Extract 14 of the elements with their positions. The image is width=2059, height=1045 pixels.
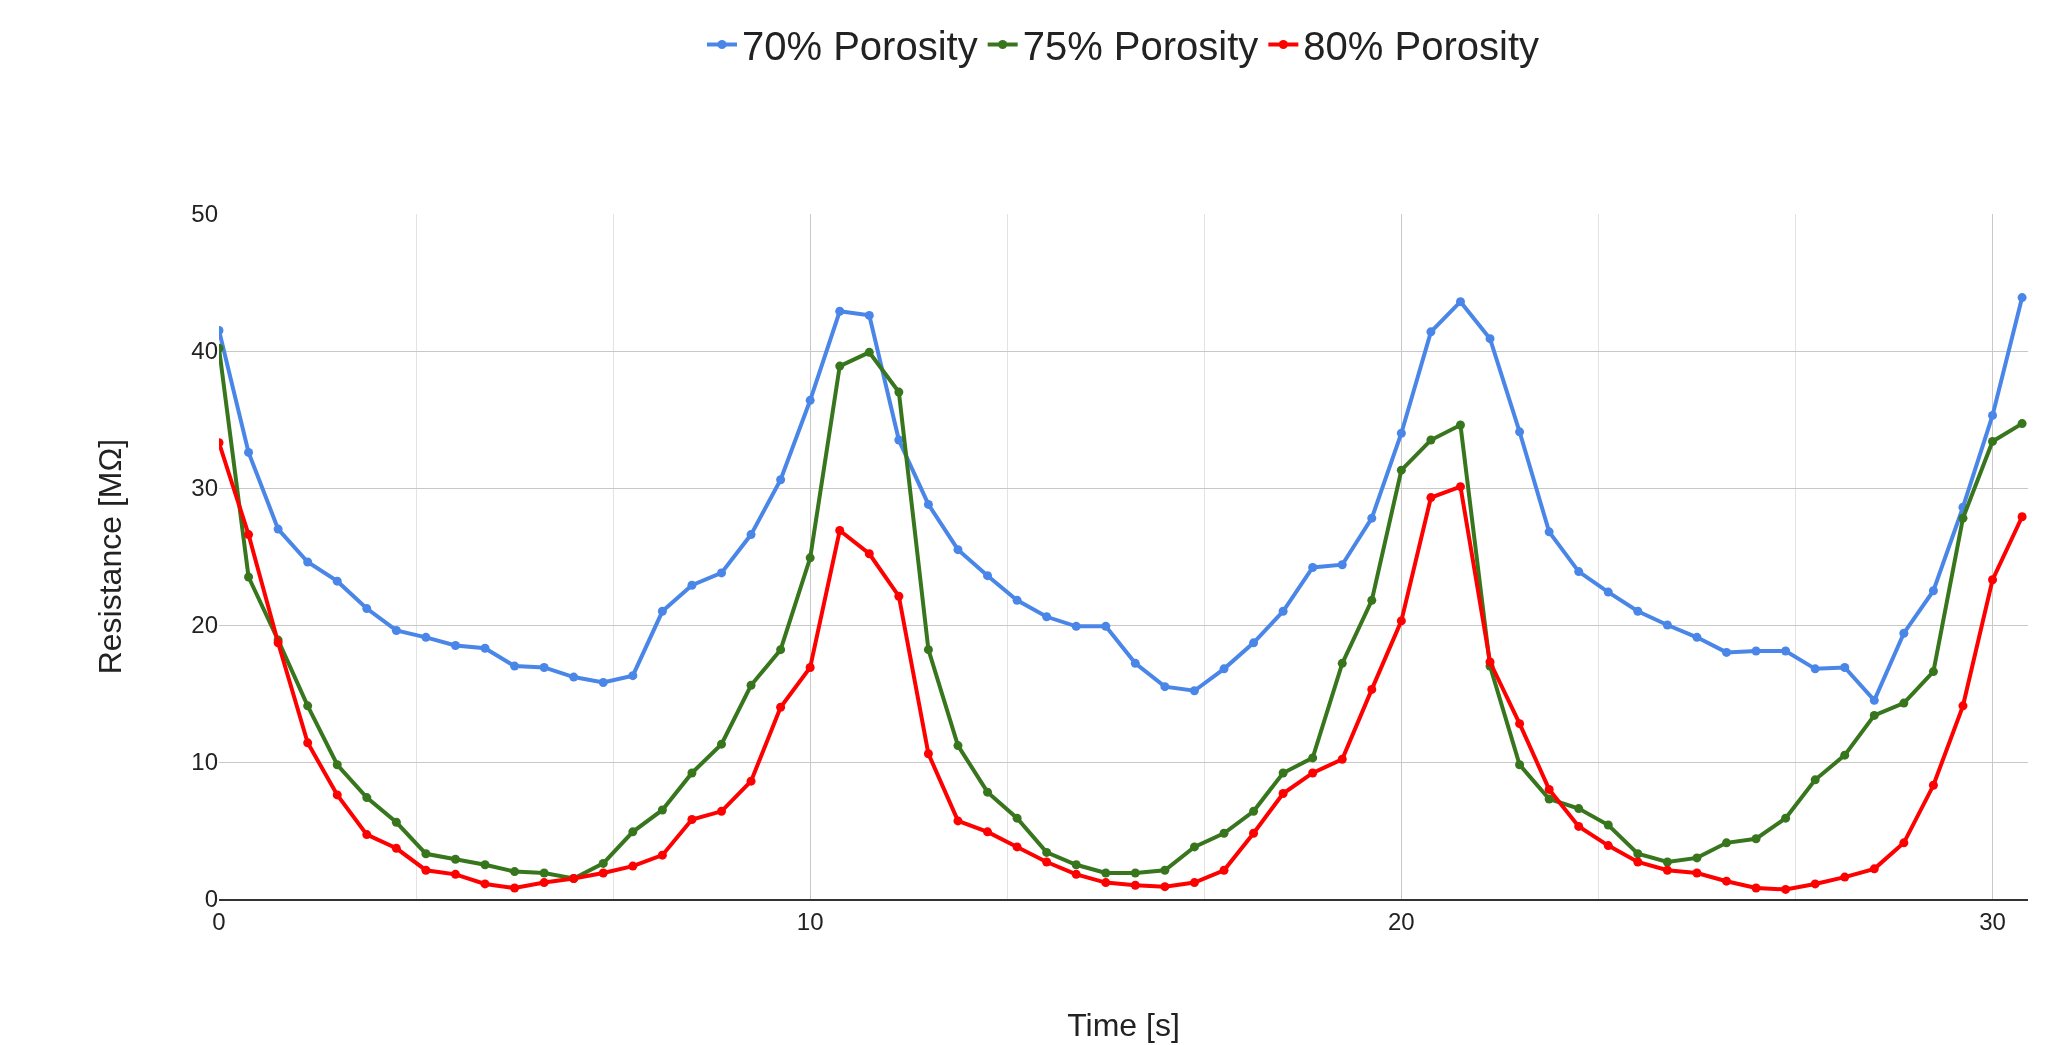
y-tick-label: 0	[204, 885, 218, 913]
y-axis-title: Resistance [MΩ]	[91, 438, 128, 675]
y-tick-label: 20	[191, 611, 218, 639]
legend-label: 70% Porosity	[742, 24, 978, 69]
x-tick-label: 30	[1979, 907, 2006, 935]
legend-label: 80% Porosity	[1303, 24, 1540, 69]
x-tick-label: 20	[1388, 907, 1415, 935]
x-axis-title: Time [s]	[1067, 1006, 1180, 1043]
x-tick-label: 10	[796, 907, 824, 935]
y-tick-label: 30	[191, 474, 218, 502]
y-tick-label: 10	[191, 748, 218, 776]
y-tick-label: 40	[191, 337, 218, 365]
y-tick-label: 50	[191, 200, 218, 228]
legend-label: 75% Porosity	[1022, 24, 1259, 69]
